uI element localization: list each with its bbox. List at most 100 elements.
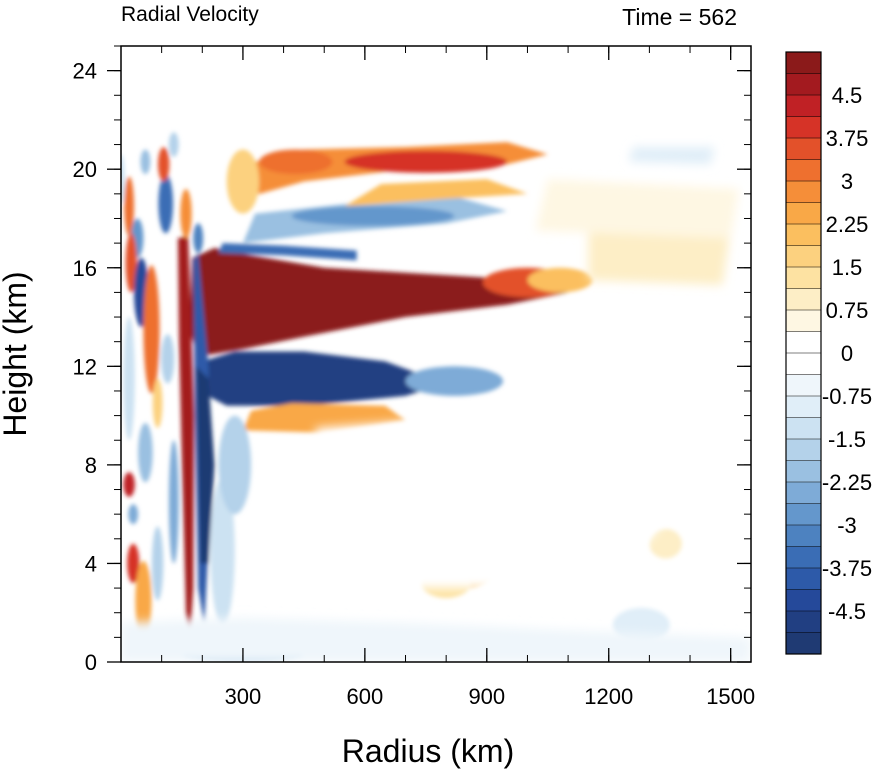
colorbar-swatch: [786, 374, 821, 397]
colorbar-swatch: [786, 568, 821, 590]
colorbar-swatch: [786, 267, 821, 289]
inner-core-cell-9: [140, 149, 151, 175]
inner-core-cell-8: [168, 132, 179, 157]
colorbar-tick-label: -3: [837, 513, 857, 538]
colorbar-swatch: [786, 503, 821, 526]
velocity-field: [121, 132, 751, 662]
mid-inflow-outer: [405, 366, 504, 396]
colorbar-tick-label: -3.75: [822, 556, 872, 581]
y-axis-label: Height (km): [0, 271, 33, 436]
colorbar-swatch: [786, 310, 821, 332]
colorbar-swatch: [786, 482, 821, 504]
y-axis: 0 4 8 12 16 20 24: [73, 45, 751, 675]
colorbar-tick-label: 3: [841, 169, 853, 194]
inner-core-cell-21: [218, 415, 252, 515]
inner-core-cell-5: [143, 265, 160, 394]
inner-core-cell-23: [121, 154, 125, 204]
colorbar-swatch: [786, 95, 821, 117]
chart-title-left: Radial Velocity: [121, 3, 259, 26]
colorbar-tick-label: 0: [841, 341, 853, 366]
eyewall-updraft: [177, 235, 195, 638]
faint-blue-upper-right: [629, 147, 715, 165]
y-tick-label: 12: [73, 354, 97, 379]
plot-frame: [120, 45, 752, 663]
x-tick-label: 600: [347, 684, 384, 709]
colorbar-swatch: [786, 331, 821, 354]
colorbar-swatch: [786, 611, 821, 633]
inner-core-cell-17: [152, 378, 163, 428]
colorbar-tick-label: -4.5: [828, 599, 866, 624]
inner-core-cell-25: [193, 223, 204, 253]
x-tick-label: 1200: [584, 684, 633, 709]
colorbar-tick-label: 1.5: [832, 255, 863, 280]
y-tick-label: 16: [73, 256, 97, 281]
inner-core-cell-3: [125, 233, 137, 293]
faint-outflow-outer: [588, 228, 731, 285]
x-tick-label: 300: [225, 684, 262, 709]
colorbar-swatch: [786, 439, 821, 461]
mid-upper-warm: [344, 179, 528, 207]
colorbar-tick-label: -2.25: [822, 470, 872, 495]
colorbar-swatch: [786, 73, 821, 96]
upper-band-core-left: [259, 149, 333, 175]
colorbar-tick-label: 4.5: [832, 83, 863, 108]
y-tick-label: 20: [73, 157, 97, 182]
faint-upper-right: [535, 179, 739, 239]
colorbar-swatch: [786, 417, 821, 440]
colorbar-swatch: [786, 116, 821, 139]
colorbar-swatch: [786, 632, 821, 655]
colorbar-swatch: [786, 181, 821, 203]
eyewall-deep-blue: [196, 366, 215, 564]
colorbar-swatch: [786, 245, 821, 268]
chart-title-right: Time = 562: [622, 4, 737, 30]
faint-inflow-lower: [121, 617, 751, 662]
colorbar-swatch: [786, 396, 821, 418]
colorbar-swatch: [786, 159, 821, 182]
x-tick-label: 1500: [706, 684, 755, 709]
upper-band-core: [344, 150, 508, 173]
colorbar-swatch: [786, 353, 821, 375]
inner-core-cell-15: [151, 526, 164, 601]
inner-core-cell-12: [128, 504, 139, 525]
inner-core-cell-6: [158, 174, 173, 234]
colorbar-swatch: [786, 525, 821, 547]
outer-warm-patch-3: [649, 528, 682, 559]
inner-core-cell-14: [135, 561, 152, 640]
inner-core-cell-24: [180, 189, 192, 239]
colorbar-swatch: [786, 224, 821, 246]
colorbar-tick-label: -1.5: [828, 427, 866, 452]
colorbar-swatch: [786, 460, 821, 483]
colorbar-swatch: [786, 589, 821, 612]
inner-core-cell-19: [168, 440, 179, 564]
outflow-jet-tail: [527, 267, 593, 293]
colorbar-swatch: [786, 288, 821, 311]
colorbar-swatch: [786, 52, 821, 74]
colorbar-swatch: [786, 546, 821, 569]
y-tick-label: 24: [73, 59, 97, 84]
faint-mid-region: [295, 415, 670, 589]
y-tick-label: 8: [85, 453, 97, 478]
inner-core-cell-20: [210, 477, 235, 625]
x-tick-label: 900: [468, 684, 505, 709]
colorbar-swatch: [786, 202, 821, 225]
colorbar-tick-label: 0.75: [826, 298, 869, 323]
main-outflow-jet: [189, 248, 569, 357]
colorbar-tick-label: 2.25: [826, 212, 869, 237]
inner-core-cell-1: [124, 176, 134, 236]
colorbar-frame: [785, 51, 822, 655]
y-tick-label: 0: [85, 650, 97, 675]
inner-core-cell-18: [123, 317, 135, 441]
colorbar-tick-label: -0.75: [822, 384, 872, 409]
x-axis-label: Radius (km): [342, 733, 514, 769]
inner-core-cell-16: [161, 334, 175, 384]
x-axis: 300 600 900 1200 1500: [161, 46, 755, 709]
inner-core-cell-13: [138, 423, 153, 483]
inner-core-cell-11: [127, 543, 140, 584]
upper-inflow-core: [291, 206, 455, 226]
inner-core-cell-7: [158, 147, 170, 182]
jet-top-blue: [218, 243, 357, 261]
colorbar: 4.5 3.75 3 2.25 1.5 0.75 0 -0.75 -1.5 -2.25 -3 -3.7…: [785, 51, 872, 655]
colorbar-tick-label: 3.75: [826, 126, 869, 151]
y-tick-label: 4: [85, 551, 97, 576]
